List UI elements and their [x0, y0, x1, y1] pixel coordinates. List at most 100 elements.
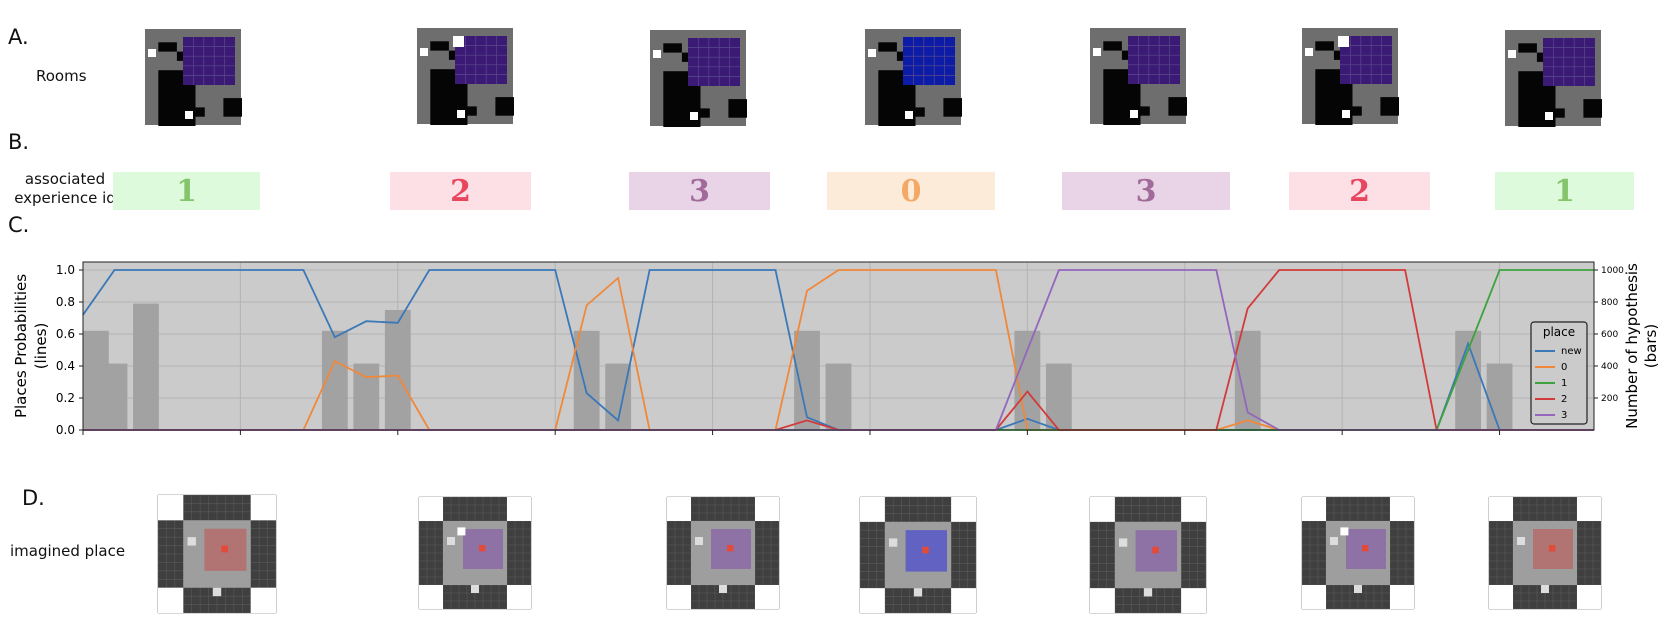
room-door-icon: [1305, 48, 1313, 56]
imagined-door-icon: [695, 537, 703, 545]
right-tick-label: 400: [1601, 362, 1618, 372]
room-dark-cell: [1140, 106, 1150, 116]
hypothesis-bar: [353, 363, 380, 430]
mask: [507, 585, 531, 609]
room-door-icon: [148, 49, 156, 57]
room-thumbnail: [417, 28, 514, 125]
room-thumbnail: [1505, 30, 1602, 127]
right-tick-label: 800: [1601, 298, 1618, 308]
mask: [158, 587, 184, 613]
room-door-icon: [1093, 48, 1101, 56]
rooms-row: [145, 28, 1602, 127]
plot-frame: [82, 261, 1595, 431]
left-axis-label-line1: Places Probabilities: [12, 274, 30, 418]
section-c-label: C.: [8, 213, 30, 237]
hypothesis-bar: [825, 363, 852, 430]
imagined-place-thumbnail: [666, 496, 780, 610]
hypothesis-bar: [573, 330, 600, 430]
imagined-agent-marker: [922, 546, 929, 554]
section-a-label: A.: [8, 25, 29, 49]
room-dark-cell: [1168, 97, 1187, 116]
imagined-door-icon: [1517, 537, 1525, 545]
imagined-agent-marker: [1152, 546, 1159, 554]
mask: [250, 495, 276, 521]
right-tick-label: 200: [1601, 394, 1618, 404]
left-tick-label: 1.0: [56, 263, 75, 277]
legend-label-1: 1: [1561, 378, 1567, 389]
series-line-3: [83, 269, 1594, 431]
experience-id-badge: 1: [1495, 172, 1634, 210]
room-door-icon: [1130, 110, 1138, 118]
left-tick-label: 0.6: [56, 327, 75, 341]
hypothesis-bar: [101, 363, 128, 430]
mask: [755, 497, 779, 521]
mask: [158, 495, 184, 521]
hypothesis-bar: [1014, 330, 1041, 430]
room-door-icon: [653, 50, 661, 58]
experience-id-badge: 3: [1062, 172, 1230, 210]
imagined-door-icon: [1541, 585, 1549, 593]
mask: [1489, 497, 1513, 521]
right-axis-label-line1: Number of hypothesis: [1623, 263, 1641, 429]
imagined-door-icon: [913, 588, 923, 597]
imagined-place-thumbnail: [1488, 496, 1602, 610]
imagined-door-icon: [187, 537, 196, 546]
mask: [1181, 588, 1206, 613]
room-floor: [1128, 36, 1180, 84]
room-door-icon: [1508, 50, 1516, 58]
room-dark-cell: [223, 98, 242, 117]
room-dark-cell: [1380, 97, 1399, 116]
rooms-row-label: Rooms: [36, 67, 87, 85]
room-thumbnail: [650, 30, 747, 127]
room-floor: [183, 37, 235, 85]
room-floor: [903, 37, 955, 85]
hypothesis-bar: [133, 303, 159, 430]
left-tick-label: 0.2: [56, 391, 75, 405]
experience-row-label: associated experience id: [10, 170, 120, 208]
imagined-place-thumbnail: [418, 496, 532, 610]
right-tick-label: 1000: [1601, 266, 1624, 276]
imagined-agent-marker: [221, 545, 228, 553]
imagined-door-icon: [1143, 588, 1153, 597]
imagined-door-icon: [471, 585, 479, 593]
legend-title: place: [1543, 325, 1575, 339]
room-agent-marker: [453, 36, 464, 47]
experience-id-badge: 0: [827, 172, 995, 210]
mask: [755, 585, 779, 609]
imagined-place-thumbnail: [1089, 496, 1207, 614]
section-d-label: D.: [22, 486, 45, 510]
imagined-agent-marker-white: [457, 527, 466, 536]
imagined-place-thumbnail: [1301, 496, 1415, 610]
mask: [1090, 497, 1115, 522]
experience-id-badge: 3: [629, 172, 770, 210]
experience-id-badge: 2: [390, 172, 531, 210]
places-probability-chart: 0.0 0.2 0.4 0.6 0.8 1.0 200 400 600 800 1000 Places…: [12, 261, 1660, 437]
left-axis-label-line2: (lines): [32, 323, 50, 370]
room-dark-cell: [663, 43, 682, 53]
imagined-door-icon: [447, 537, 455, 545]
room-dark-cell: [1583, 99, 1602, 118]
mask: [1181, 497, 1206, 522]
imagined-door-icon: [1330, 537, 1338, 545]
room-door-icon: [1342, 110, 1350, 118]
room-dark-cell: [430, 41, 449, 51]
mask: [951, 497, 976, 522]
legend-label-new: new: [1561, 346, 1582, 357]
room-dark-cell: [495, 97, 514, 116]
left-tick-label: 0.4: [56, 359, 75, 373]
left-tick-label: 0.0: [56, 423, 75, 437]
right-axis-label-line2: (bars): [1642, 324, 1660, 368]
room-door-icon: [457, 110, 465, 118]
room-dark-cell: [1555, 108, 1565, 118]
room-door-icon: [690, 112, 698, 120]
room-dark-cell: [195, 107, 205, 117]
legend-label-0: 0: [1561, 362, 1567, 373]
room-door-icon: [185, 111, 193, 119]
room-dark-cell: [1103, 41, 1122, 51]
room-dark-cell: [158, 42, 177, 52]
imagined-place-thumbnail: [859, 496, 977, 614]
room-dark-cell: [728, 99, 747, 118]
hypothesis-bar: [1234, 330, 1261, 430]
imagined-door-icon: [719, 585, 727, 593]
